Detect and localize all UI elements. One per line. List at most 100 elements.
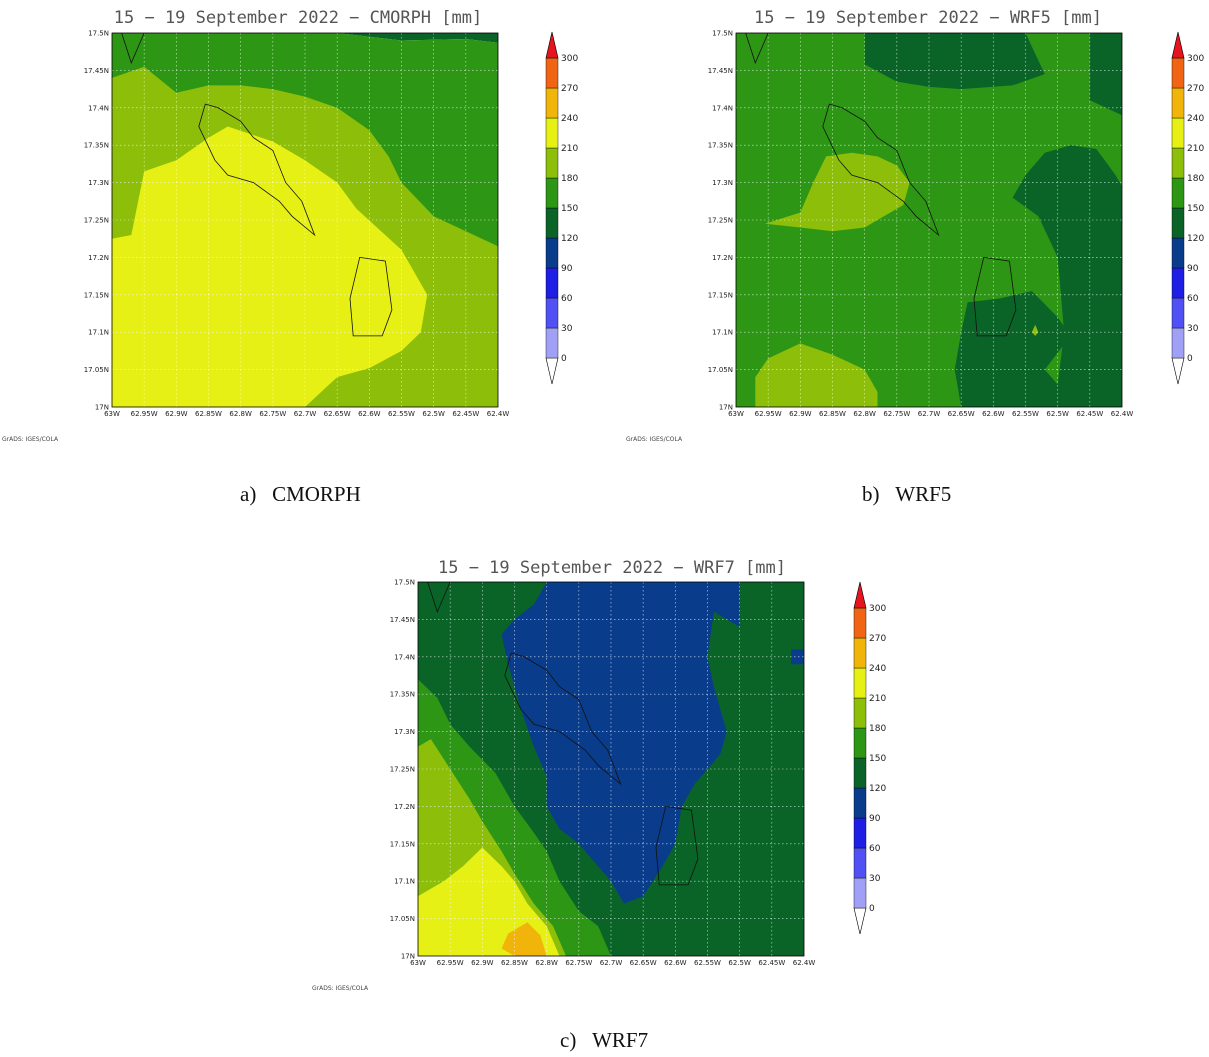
colorbar-label: 60 [869, 844, 881, 854]
y-tick-label: 17.25N [390, 766, 415, 774]
coastline [745, 32, 769, 65]
colorbar-box [545, 87, 559, 119]
colorbar-label: 90 [561, 264, 573, 274]
x-tick-label: 63W [410, 959, 426, 967]
panel-title: 15 − 19 September 2022 − WRF7 [mm] [438, 558, 786, 578]
y-tick-label: 17.35N [390, 691, 415, 699]
caption-name: WRF7 [592, 1028, 649, 1052]
contour-region [791, 649, 804, 665]
colorbar-box [545, 147, 559, 179]
x-tick-label: 62.6W [982, 410, 1005, 418]
x-tick-label: 62.5W [1046, 410, 1069, 418]
colorbar-label: 150 [1187, 204, 1204, 214]
panel-title: 15 − 19 September 2022 − CMORPH [mm] [114, 8, 482, 28]
x-tick-label: 62.8W [535, 959, 558, 967]
colorbar-label: 180 [561, 174, 578, 184]
colorbar-box [545, 297, 559, 329]
colorbar-label: 300 [869, 604, 886, 614]
x-tick-label: 62.95W [437, 959, 464, 967]
colorbar-triangle [853, 581, 867, 609]
map-panel-wrf5: 15 − 19 September 2022 − WRF5 [mm] 63W 62… [626, 8, 1204, 443]
x-tick-label: 62.5W [422, 410, 445, 418]
colorbar-label: 30 [869, 874, 881, 884]
x-tick-label: 62.85W [195, 410, 222, 418]
coastline [121, 32, 145, 65]
colorbar-box [545, 327, 559, 359]
y-tick-label: 17.3N [88, 179, 109, 187]
y-tick-label: 17.2N [88, 254, 109, 262]
x-tick-label: 62.7W [918, 410, 941, 418]
coastline [198, 103, 316, 237]
y-tick-label: 17.35N [84, 142, 109, 150]
colorbar-label: 270 [561, 84, 578, 94]
y-tick-label: 17.45N [84, 67, 109, 75]
x-tick-label: 62.4W [1111, 410, 1134, 418]
plot-frame [735, 32, 1123, 408]
y-tick-label: 17.15N [84, 291, 109, 299]
contour-region [755, 343, 878, 407]
contour-plot: 63W 62.95W 62.9W 62.85W 62.8W 62.75W 62.7W 62.6… [84, 30, 510, 419]
caption-letter: c) [560, 1028, 577, 1052]
x-tick-label: 62.8W [229, 410, 252, 418]
map-panel-cmorph: 15 − 19 September 2022 − CMORPH [mm] 63W… [2, 8, 578, 443]
x-tick-label: 62.4W [487, 410, 510, 418]
coastline [973, 256, 1017, 337]
y-tick-label: 17.5N [88, 30, 109, 38]
colorbar-label: 90 [1187, 264, 1199, 274]
colorbar-label: 60 [1187, 294, 1199, 304]
x-tick-label: 63W [104, 410, 120, 418]
colorbar-box [853, 697, 867, 729]
colorbar-box [1171, 327, 1185, 359]
colorbar-label: 120 [561, 234, 578, 244]
colorbar-label: 0 [1187, 354, 1193, 364]
x-tick-label: 62.7W [600, 959, 623, 967]
colorbar-label: 0 [869, 904, 875, 914]
contour-region [192, 33, 498, 43]
coastline [349, 256, 393, 337]
x-tick-label: 62.6W [664, 959, 687, 967]
y-tick-label: 17.05N [390, 915, 415, 923]
colorbar-label: 270 [1187, 84, 1204, 94]
colorbar-box [853, 817, 867, 849]
colorbar-label: 300 [561, 54, 578, 64]
colorbar-label: 30 [1187, 324, 1199, 334]
x-tick-label: 62.65W [948, 410, 975, 418]
coastline [427, 581, 451, 614]
y-tick-label: 17.25N [708, 217, 733, 225]
y-tick-label: 17N [401, 953, 415, 961]
x-tick-label: 62.45W [1076, 410, 1103, 418]
colorbar-box [853, 607, 867, 639]
caption-name: WRF5 [895, 482, 952, 506]
colorbar-label: 150 [869, 754, 886, 764]
x-tick-label: 62.55W [1012, 410, 1039, 418]
colorbar-box [853, 877, 867, 909]
x-tick-label: 62.85W [819, 410, 846, 418]
colorbar-box [853, 727, 867, 759]
colorbar-label: 180 [1187, 174, 1204, 184]
x-tick-label: 62.8W [853, 410, 876, 418]
colorbar-box [853, 787, 867, 819]
y-tick-label: 17.15N [708, 291, 733, 299]
contour-region [112, 126, 428, 407]
credit-text: GrADS: IGES/COLA [626, 436, 683, 443]
contour-region [954, 145, 1122, 407]
y-tick-label: 17.35N [708, 142, 733, 150]
y-tick-label: 17.1N [712, 329, 733, 337]
colorbar-box [545, 237, 559, 269]
credit-text: GrADS: IGES/COLA [312, 985, 369, 992]
y-tick-label: 17.05N [708, 366, 733, 374]
x-tick-label: 62.7W [294, 410, 317, 418]
colorbar-box [853, 667, 867, 699]
y-tick-label: 17.05N [84, 366, 109, 374]
colorbar-triangle [545, 31, 559, 59]
colorbar-box [1171, 297, 1185, 329]
contour-region [501, 922, 547, 956]
colorbar-label: 120 [1187, 234, 1204, 244]
y-tick-label: 17.1N [88, 329, 109, 337]
map-panel-wrf7: 15 − 19 September 2022 − WRF7 [mm] 63W 62… [312, 558, 886, 992]
colorbar-box [545, 267, 559, 299]
y-tick-label: 17.5N [394, 579, 415, 587]
caption-wrf5: b) WRF5 [862, 482, 951, 507]
y-tick-label: 17.25N [84, 217, 109, 225]
x-tick-label: 62.5W [728, 959, 751, 967]
